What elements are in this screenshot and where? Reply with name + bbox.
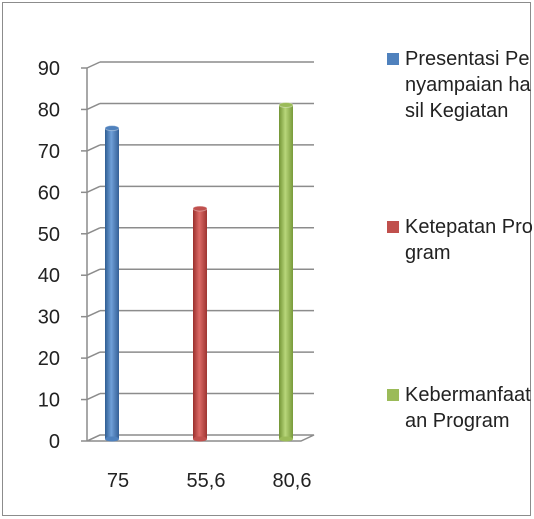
bar-base <box>193 436 207 442</box>
y-tick-connector <box>86 434 101 442</box>
legend-label: Presentasi Penyampaian hasil Kegiatan <box>405 48 531 122</box>
bar-body <box>279 104 293 440</box>
y-tick-connector <box>86 61 101 69</box>
bar-1 <box>104 125 120 442</box>
y-tick-label: 40 <box>38 265 60 287</box>
bar-body <box>193 208 207 439</box>
legend-swatch <box>387 389 399 401</box>
legend-label: Kebermanfaatan Program <box>405 384 531 432</box>
legend-swatch <box>387 221 399 233</box>
y-tick-label: 80 <box>38 99 60 121</box>
x-tick-label: 55,6 <box>187 470 226 492</box>
bar-base <box>279 436 293 442</box>
y-axis <box>81 61 101 442</box>
bar-cap <box>104 125 120 132</box>
legend-item: Presentasi Penyampaian hasil Kegiatan <box>387 46 533 124</box>
bar-cap <box>278 101 294 108</box>
y-tick-connector <box>86 185 101 194</box>
bar-3 <box>278 101 294 442</box>
legend-swatch <box>387 53 399 65</box>
y-tick-label: 30 <box>38 307 60 329</box>
legend-item: Kebermanfaatan Program <box>387 382 533 434</box>
bars <box>104 101 294 442</box>
x-tick-label: 75 <box>107 470 129 492</box>
y-tick-label: 90 <box>38 58 60 80</box>
x-tick-label: 80,6 <box>273 470 312 492</box>
y-tick-connector <box>86 102 101 111</box>
y-tick-connector <box>86 392 101 401</box>
legend-label: Ketepatan Program <box>405 216 533 264</box>
y-tick-connector <box>86 227 101 235</box>
y-tick-connector <box>86 351 101 359</box>
legend-item: Ketepatan Program <box>387 214 533 266</box>
bar-2 <box>192 205 208 442</box>
y-tick-connector <box>86 268 101 276</box>
y-tick-label: 0 <box>49 431 60 453</box>
y-tick-label: 60 <box>38 182 60 204</box>
bar-cap <box>192 205 208 212</box>
y-tick-label: 70 <box>38 141 60 163</box>
y-tick-connector <box>86 309 101 318</box>
bar-base <box>105 436 119 442</box>
y-tick-label: 20 <box>38 348 60 370</box>
y-tick-connector <box>86 144 101 152</box>
y-tick-label: 10 <box>38 390 60 412</box>
y-tick-label: 50 <box>38 224 60 246</box>
tick-labels: 0 10 20 30 40 50 60 70 80 90 75 55,6 80,6 <box>38 58 312 492</box>
bar-body <box>105 128 119 439</box>
